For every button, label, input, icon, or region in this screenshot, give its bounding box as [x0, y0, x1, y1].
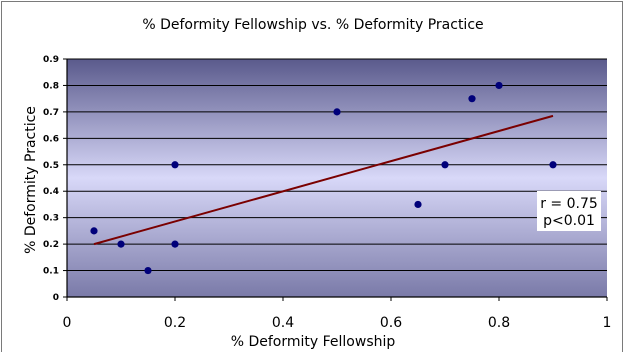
axes	[66, 59, 607, 298]
data-point-4	[171, 240, 179, 248]
data-point-9	[495, 81, 503, 90]
correlation-annotation: r = 0.75 p<0.01	[537, 191, 601, 231]
x-tick-label-0: 0	[63, 315, 72, 331]
trendline	[93, 114, 554, 246]
data-point-5	[333, 108, 341, 116]
x-tick-label-1: 0.2	[164, 315, 186, 331]
data-point-10	[549, 161, 557, 169]
y-tick-label-6: 0.6	[43, 134, 59, 144]
data-points	[90, 81, 557, 275]
x-tick-label-5: 1	[603, 315, 612, 331]
chart-title: % Deformity Fellowship vs. % Deformity P…	[142, 17, 483, 33]
y-tick-label-5: 0.5	[43, 161, 59, 171]
y-tick-label-2: 0.2	[43, 240, 59, 250]
y-tick-label-4: 0.4	[43, 187, 59, 197]
x-tick-label-2: 0.4	[272, 315, 294, 331]
y-tick-label-7: 0.7	[43, 108, 59, 118]
y-tick-label-9: 0.9	[43, 55, 59, 65]
y-axis-title: % Deformity Practice	[23, 106, 39, 254]
y-axis-ticks: 0 0.1 0.2 0.3 0.4 0.5 0.6 0.7 0.8 0.9	[43, 55, 67, 303]
y-tick-label-3: 0.3	[43, 214, 59, 224]
x-axis-ticks: 0 0.2 0.4 0.6 0.8 1	[63, 297, 612, 331]
y-tick-label-0: 0	[53, 293, 59, 303]
x-tick-label-4: 0.8	[488, 315, 510, 331]
data-point-6	[414, 200, 422, 209]
y-tick-label-8: 0.8	[43, 81, 59, 91]
annotation-p: p<0.01	[543, 213, 595, 229]
annotation-r: r = 0.75	[540, 196, 598, 212]
plot-area	[67, 59, 607, 297]
x-tick-label-3: 0.6	[380, 315, 402, 331]
y-tick-label-1: 0.1	[43, 267, 59, 277]
data-point-0	[90, 227, 98, 235]
data-point-1	[117, 240, 125, 248]
x-axis-title: % Deformity Fellowship	[231, 334, 396, 350]
trendline-group	[93, 114, 554, 246]
data-point-3	[171, 161, 179, 169]
annotation-box	[537, 191, 601, 231]
data-point-7	[441, 161, 449, 169]
data-point-8	[468, 95, 476, 103]
gridlines	[67, 58, 607, 272]
data-point-2	[144, 266, 152, 275]
